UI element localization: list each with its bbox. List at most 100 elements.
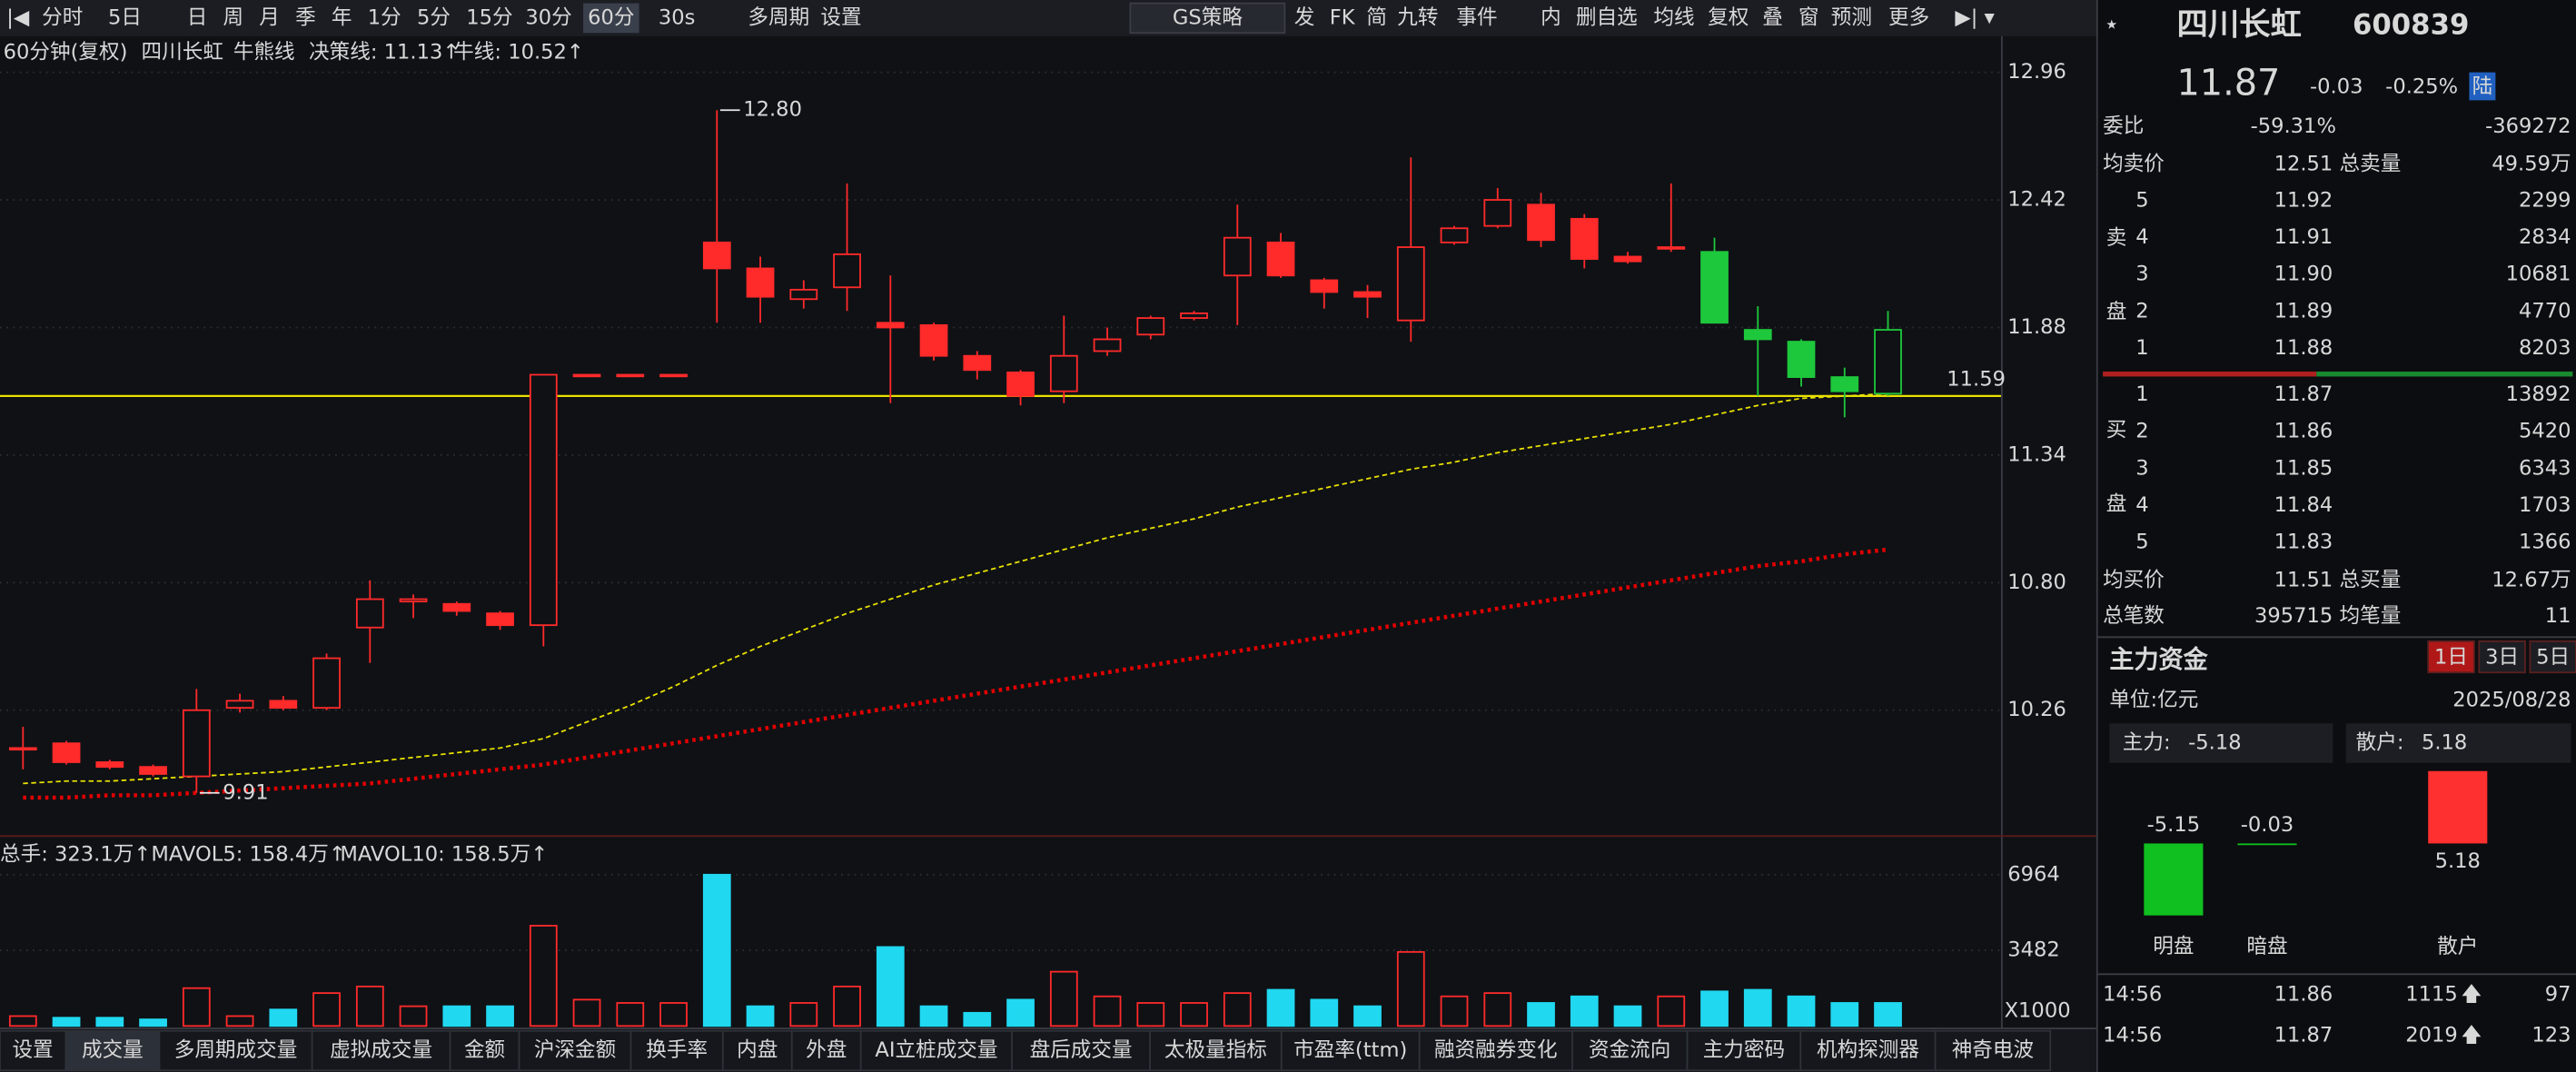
candle-body [95,761,124,769]
period-button[interactable]: 60分 [588,5,634,29]
tab[interactable] [158,1029,313,1072]
book-level: 5 [2135,188,2148,212]
period-button[interactable]: 日 [187,5,208,29]
tool-button[interactable]: 发 [1294,5,1315,29]
book-level: 4 [2135,225,2148,249]
tab-label[interactable]: 设置 [13,1038,54,1062]
period-button[interactable]: 5日 [108,5,142,29]
tab[interactable] [1418,1029,1573,1072]
tab-label[interactable]: 机构探测器 [1817,1038,1919,1062]
period-button[interactable]: 月 [259,5,280,29]
stock-name: 四川长虹 [142,40,223,64]
tab-label[interactable]: AI立桩成交量 [875,1038,997,1062]
tool-button[interactable]: 复权 [1708,5,1749,29]
tab[interactable] [449,1029,520,1072]
period-button[interactable]: 5分 [417,5,451,29]
candle-body [1180,312,1208,319]
period-button[interactable]: 15分 [466,5,512,29]
tab-label[interactable]: 融资融券变化 [1434,1038,1558,1062]
y-tick-label: 10.80 [2007,571,2066,594]
period-button[interactable]: 年 [332,5,352,29]
candle-body [1396,246,1425,322]
book-level: 3 [2135,263,2148,286]
period-button[interactable]: 1分 [368,5,401,29]
tab-label[interactable]: 市盈率(ttm) [1293,1038,1407,1062]
tab[interactable] [1149,1029,1283,1072]
tick-time: 14:56 [2103,1024,2162,1047]
tab[interactable] [1280,1029,1421,1072]
tool-button[interactable]: 更多 [1888,5,1929,29]
period-button[interactable]: 分时 [42,5,83,29]
tool-button[interactable]: 叠 [1762,5,1783,29]
candle-body [8,747,37,751]
tab-label[interactable]: 沪深金额 [534,1038,616,1062]
tool-button[interactable]: 内 [1541,5,1561,29]
tab[interactable] [790,1029,862,1072]
y-tick-label: 12.42 [2007,188,2066,212]
low-marker: 9.91 [223,780,268,804]
tool-button[interactable]: 窗 [1798,5,1819,29]
period-button[interactable]: 30分 [525,5,571,29]
tick-count: 97 [2545,982,2571,1006]
range-label[interactable]: 3日 [2485,645,2519,669]
tab-label[interactable]: 盘后成交量 [1030,1038,1133,1062]
tool-button[interactable]: 九转 [1397,5,1438,29]
range-tab[interactable] [2529,640,2576,674]
tab-label[interactable]: 内盘 [737,1038,778,1062]
volume-bar [399,1005,428,1027]
tab-label[interactable]: 资金流向 [1589,1038,1670,1062]
period-button[interactable]: 30s [659,5,696,29]
period-button[interactable]: 周 [223,5,244,29]
tool-button[interactable]: 简 [1366,5,1387,29]
tab[interactable] [859,1029,1014,1072]
tab[interactable] [1011,1029,1151,1072]
tab-label[interactable]: 神奇电波 [1952,1038,2034,1062]
book-side-label: 盘 [2106,492,2127,516]
capital-bar-name: 明盘 [2153,935,2194,958]
period-button[interactable]: 设置 [820,5,861,29]
tool-button[interactable]: 删自选 [1576,5,1638,29]
book-volume: 2299 [2519,188,2571,212]
star-icon[interactable]: ⭑ [2106,13,2117,36]
tool-button[interactable]: 均线 [1653,5,1694,29]
y-tick-label: 3482 [2007,938,2060,962]
tab-label[interactable]: 多周期成交量 [174,1038,298,1062]
nav-icon[interactable]: |◀ [6,5,30,29]
tool-button[interactable]: FK [1330,5,1356,29]
range-tab[interactable] [2478,640,2526,674]
nav-icon[interactable]: ▶| ▾ [1955,5,1995,29]
volume-bar [1266,988,1295,1027]
tab[interactable] [0,1029,67,1072]
range-label[interactable]: 1日 [2434,645,2468,669]
book-level: 2 [2135,420,2148,443]
tab-label[interactable]: 外盘 [806,1038,847,1062]
book-price: 11.86 [2274,420,2333,443]
tab[interactable] [311,1029,451,1072]
volume-bar [1613,1005,1642,1027]
tick-count: 123 [2531,1024,2571,1047]
tab-label[interactable]: 主力密码 [1703,1038,1785,1062]
tab[interactable] [64,1029,161,1072]
strategy-select[interactable]: GS策略 [1173,5,1243,29]
tab-label[interactable]: 成交量 [82,1038,144,1062]
total-volume: 12.67万 [2492,568,2571,591]
range-tab[interactable] [2427,640,2475,674]
period-button[interactable]: 季 [295,5,316,29]
period-active [583,3,639,34]
tab-label[interactable]: 金额 [464,1038,505,1062]
period-button[interactable]: 多周期 [748,5,809,29]
candle-body [225,700,254,710]
tab-label[interactable]: 太极量指标 [1164,1038,1267,1062]
tool-button[interactable]: 预测 [1831,5,1872,29]
strategy-box[interactable] [1129,2,1286,35]
tab[interactable] [1934,1029,2052,1072]
tab[interactable] [1799,1029,1937,1072]
tool-button[interactable]: 事件 [1456,5,1497,29]
range-label[interactable]: 5日 [2536,645,2570,669]
volume-bar [52,1017,81,1027]
tab-label[interactable]: 虚拟成交量 [330,1038,432,1062]
tab-label[interactable]: 换手率 [646,1038,708,1062]
tab[interactable] [721,1029,793,1072]
capital-label: 散户: [2356,731,2404,755]
